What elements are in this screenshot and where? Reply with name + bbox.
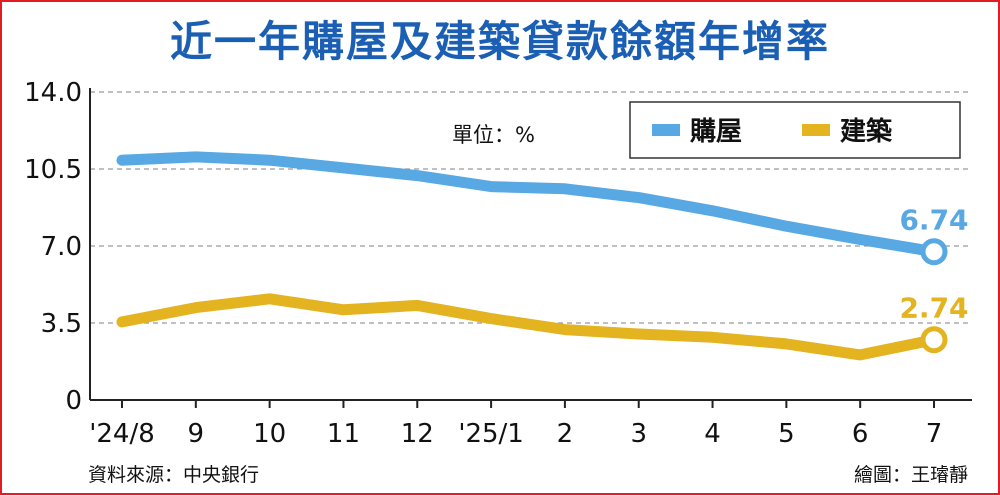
end-marker [920,326,948,354]
x-tick-label: 10 [253,419,286,449]
series-line-housing [116,151,940,258]
legend-label: 建築 [840,116,893,147]
y-tick-label: 7.0 [41,232,82,262]
credit-note: 繪圖：王璿靜 [853,464,968,486]
legend-swatch-construction [802,124,830,136]
source-note: 資料來源：中央銀行 [88,464,260,486]
chart-title: 近一年購屋及建築貸款餘額年增率 [169,17,830,66]
x-tick-label: 12 [401,419,434,449]
series-line-construction [116,293,940,361]
y-tick-label: 3.5 [41,309,82,339]
x-tick-label: 9 [188,419,205,449]
legend-box [629,101,961,159]
x-tick-label: '25/1 [458,419,524,449]
x-tick-label: 6 [852,419,869,449]
end-value-label: 6.74 [899,204,968,237]
x-tick-label: '24/8 [89,419,155,449]
legend-label: 購屋 [690,117,742,147]
x-tick-label: 2 [557,419,574,449]
x-tick-label: 5 [778,419,795,449]
end-value-label: 2.74 [899,292,968,325]
legend-swatch-housing [652,124,680,136]
end-marker [920,238,948,266]
x-tick-label: 11 [327,419,360,449]
axes: 0 3.5 7.0 10.5 14.0 '24/8 9 10 11 12 '25/1 2 3 4 5 6 7 [24,78,972,449]
y-tick-label: 0 [65,386,82,416]
series-lines: 6.74 2.74 [116,151,969,361]
x-tick-label: 3 [630,419,647,449]
y-tick-label: 10.5 [24,155,82,185]
y-tick-label: 14.0 [24,78,82,108]
x-tick-label: 7 [926,419,943,449]
x-tick-label: 4 [704,419,721,449]
legend: 單位：% 購屋 建築 [452,101,961,159]
unit-label: 單位：% [452,123,535,147]
